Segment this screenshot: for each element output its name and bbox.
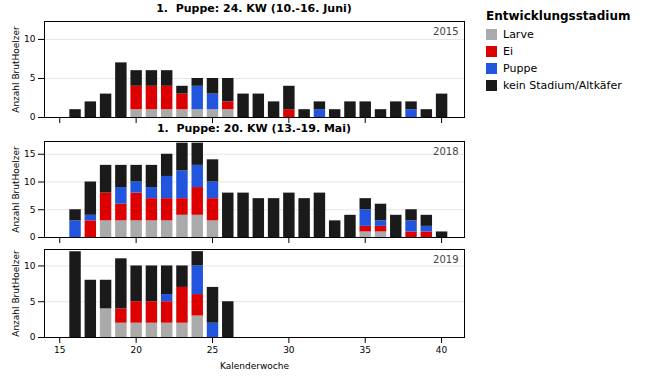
svg-text:Anzahl BrutHoelzer: Anzahl BrutHoelzer	[11, 146, 21, 233]
svg-text:2018: 2018	[433, 146, 458, 157]
svg-text:2015: 2015	[433, 26, 458, 37]
svg-text:15: 15	[24, 149, 35, 159]
svg-text:2019: 2019	[433, 254, 458, 265]
svg-text:10: 10	[24, 34, 36, 44]
svg-text:10: 10	[24, 261, 36, 271]
svg-text:0: 0	[30, 332, 36, 342]
html-text:1. Puppe: 20. KW (13.-19. Mai): 1. Puppe: 20. KW (13.-19. Mai)	[156, 122, 352, 135]
svg-text:30: 30	[283, 345, 295, 355]
html-text:Entwicklungsstadium: Entwicklungsstadium	[486, 9, 631, 23]
svg-text:Kalenderwoche: Kalenderwoche	[220, 361, 289, 371]
html-text:kein Stadium/Altkäfer: kein Stadium/Altkäfer	[503, 79, 622, 92]
svg-text:5: 5	[30, 73, 36, 83]
svg-text:0: 0	[30, 232, 36, 242]
svg-text:20: 20	[130, 345, 142, 355]
html-text:Ei: Ei	[503, 45, 513, 58]
html-text:1. Puppe: 24. KW (10.-16. Juni: 1. Puppe: 24. KW (10.-16. Juni)	[156, 2, 352, 15]
svg-text:Anzahl BrutHoelzer: Anzahl BrutHoelzer	[11, 250, 21, 337]
svg-text:10: 10	[24, 177, 36, 187]
svg-text:35: 35	[360, 345, 371, 355]
svg-text:0: 0	[30, 112, 36, 122]
svg-text:25: 25	[207, 345, 218, 355]
svg-text:15: 15	[54, 345, 65, 355]
svg-text:40: 40	[436, 345, 448, 355]
svg-text:Anzahl BrutHoelzer: Anzahl BrutHoelzer	[11, 26, 21, 113]
svg-text:5: 5	[30, 297, 36, 307]
svg-text:5: 5	[30, 205, 36, 215]
html-text:Puppe: Puppe	[503, 62, 538, 75]
html-text:Larve: Larve	[503, 28, 534, 41]
